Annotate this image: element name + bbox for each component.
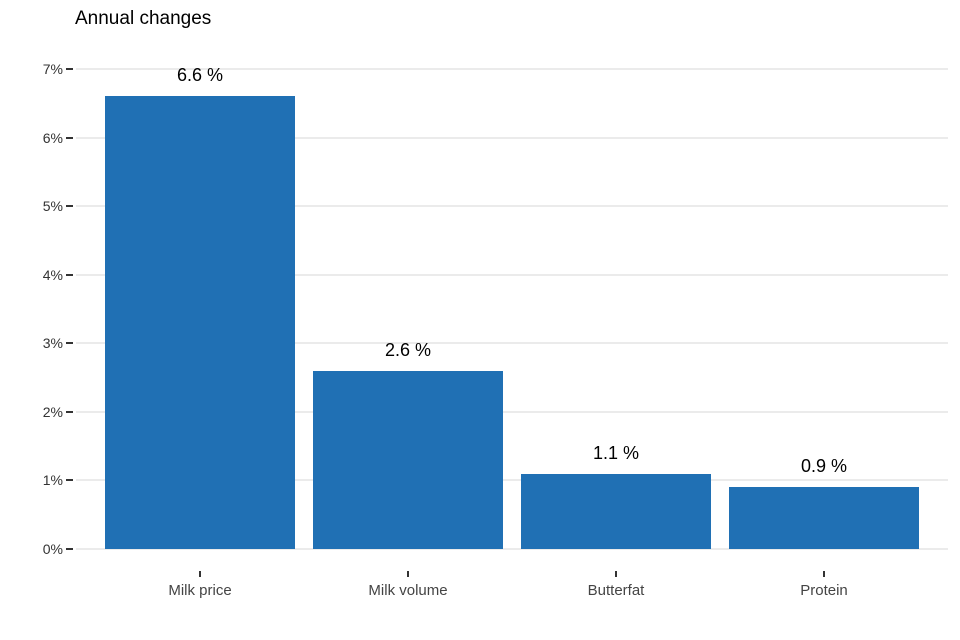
x-tick-mark: [199, 571, 201, 577]
y-tick-label: 6%: [42, 129, 63, 146]
gridline-1%: [76, 479, 948, 482]
x-tick-label-milk-volume: Milk volume: [368, 582, 448, 599]
value-label-butterfat: 1.1 %: [592, 442, 640, 463]
gridline-6%: [76, 136, 948, 139]
bar-milk-volume: [313, 370, 503, 549]
x-tick-mark: [407, 571, 409, 577]
y-tick-mark: [66, 479, 73, 482]
gridline-7%: [76, 68, 948, 70]
y-tick-label: 3%: [42, 335, 63, 352]
y-tick-mark: [66, 68, 73, 70]
y-tick-mark: [66, 273, 73, 276]
gridline-3%: [76, 342, 948, 345]
y-tick-mark: [66, 548, 73, 550]
y-tick-label: 4%: [42, 266, 63, 283]
plot-panel: 6.6 % 2.6 % 1.1 % 0.9 %: [76, 65, 948, 550]
bar-butterfat: [521, 473, 711, 549]
value-label-milk-price: 6.6 %: [176, 65, 224, 86]
y-tick-mark: [66, 136, 73, 139]
y-tick-mark: [66, 342, 73, 345]
y-tick-label: 0%: [42, 541, 63, 557]
x-tick-mark: [615, 571, 617, 577]
chart-title: Annual changes: [75, 8, 212, 29]
y-tick-mark: [66, 205, 73, 208]
y-tick-mark: [66, 410, 73, 413]
y-tick-label: 7%: [42, 61, 63, 77]
gridline-0%: [76, 548, 948, 550]
gridline-5%: [76, 205, 948, 208]
y-tick-label: 1%: [42, 472, 63, 489]
x-tick-mark: [823, 571, 825, 577]
gridline-4%: [76, 273, 948, 276]
gridline-2%: [76, 410, 948, 413]
x-tick-label-protein: Protein: [800, 582, 848, 599]
y-tick-label: 2%: [42, 403, 63, 420]
y-tick-label: 5%: [42, 198, 63, 215]
bar-milk-price: [105, 96, 295, 549]
bar-protein: [729, 487, 919, 549]
value-label-milk-volume: 2.6 %: [384, 339, 432, 360]
x-tick-label-milk-price: Milk price: [168, 582, 232, 599]
value-label-protein: 0.9 %: [800, 456, 848, 477]
x-tick-label-butterfat: Butterfat: [587, 582, 645, 599]
